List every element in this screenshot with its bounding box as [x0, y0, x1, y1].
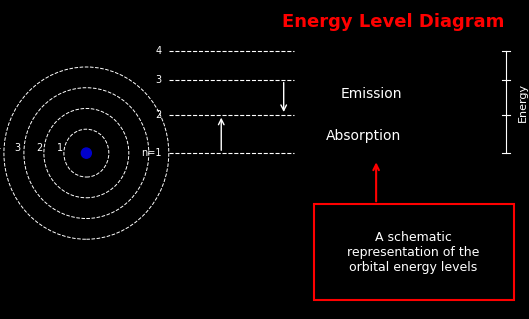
- Text: 4: 4: [155, 46, 161, 56]
- Text: Absorption: Absorption: [326, 129, 402, 143]
- Text: 1: 1: [57, 143, 63, 153]
- Text: 3: 3: [155, 75, 161, 85]
- Ellipse shape: [81, 148, 92, 158]
- Text: Energy: Energy: [517, 83, 527, 122]
- Text: Emission: Emission: [340, 87, 402, 101]
- Text: 2: 2: [155, 110, 161, 120]
- Text: 3: 3: [14, 143, 21, 153]
- Bar: [314, 204, 514, 300]
- Text: n=1: n=1: [141, 148, 161, 158]
- Text: A schematic
representation of the
orbital energy levels: A schematic representation of the orbita…: [348, 231, 480, 273]
- Text: 2: 2: [36, 143, 42, 153]
- Text: Energy Level Diagram: Energy Level Diagram: [282, 13, 505, 31]
